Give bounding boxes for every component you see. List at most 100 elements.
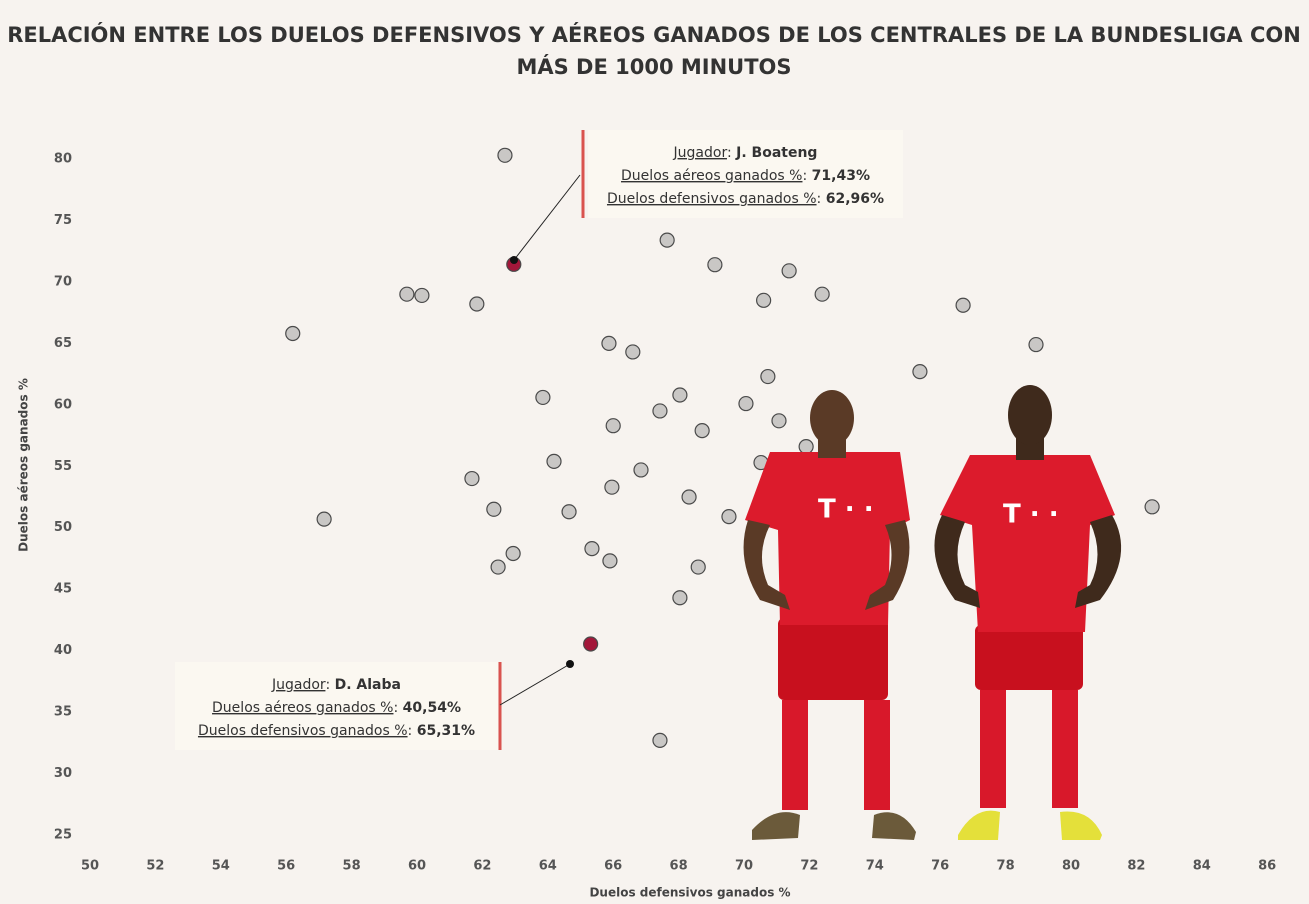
tooltip-line: Duelos defensivos ganados %: 65,31% [198,723,475,739]
x-tick-label: 60 [408,859,426,874]
tooltip-label: Duelos defensivos ganados % [198,723,408,739]
data-point [625,344,641,360]
data-point [1144,499,1160,515]
y-tick-label: 25 [54,828,72,843]
data-point [490,559,506,575]
tooltip-value: D. Alaba [335,677,401,693]
data-point [546,453,562,469]
data-point [399,286,415,302]
data-point [604,479,620,495]
y-tick-label: 50 [54,520,72,535]
data-point [721,509,737,525]
leader-dot [510,256,518,264]
data-point [814,286,830,302]
data-point [316,511,332,527]
x-tick-label: 80 [1062,859,1080,874]
x-tick-label: 58 [343,859,361,874]
data-point [469,296,485,312]
tooltip-label: Jugador [673,145,728,161]
x-tick-label: 68 [670,859,688,874]
tooltip-sep: : [408,723,417,739]
x-tick-label: 84 [1193,859,1211,874]
data-point [955,297,971,313]
x-tick-label: 62 [473,859,491,874]
leader-line [513,174,581,261]
data-point [584,541,600,557]
tooltip-value: 65,31% [417,723,475,739]
logo: T · · [818,495,874,525]
data-point [535,389,551,406]
data-point [633,462,649,478]
data-point [505,545,521,562]
y-tick-label: 40 [54,643,72,658]
data-point [605,418,621,434]
tooltip-line: Duelos aéreos ganados %: 71,43% [621,168,870,184]
x-tick-label: 70 [735,859,753,874]
chart-title: RELACIÓN ENTRE LOS DUELOS DEFENSIVOS Y A… [7,22,1301,79]
tooltip-sep: : [817,191,826,207]
x-tick-label: 64 [539,859,557,874]
x-tick-label: 54 [212,859,230,874]
x-tick-label: 86 [1258,859,1276,874]
tooltip-line: Jugador: D. Alaba [271,677,401,693]
x-tick-label: 56 [277,859,295,874]
y-tick-label: 55 [54,459,72,474]
data-point [672,590,688,606]
tooltip-sep: : [802,168,811,184]
logo: T · · [1003,500,1059,530]
leader-line [499,663,571,706]
tooltip-line: Duelos aéreos ganados %: 40,54% [212,700,461,716]
data-point [497,147,513,163]
y-tick-label: 80 [54,151,72,166]
data-point [1028,336,1044,353]
x-tick-label: 66 [604,859,622,874]
data-point [738,395,754,412]
data-point [602,553,618,569]
tooltip-line: Jugador: J. Boateng [673,145,818,161]
player-figure: T · · [934,385,1122,840]
data-point [652,403,668,419]
data-point [652,732,668,748]
data-point [912,364,928,380]
x-tick-label: 76 [931,859,949,874]
data-point [601,335,617,351]
tooltip: Jugador: D. Alaba Duelos aéreos ganados %… [175,660,574,750]
data-point [659,232,675,248]
tooltip-value: 40,54% [403,700,461,716]
player-images: T · · T · · [743,385,1122,840]
y-tick-label: 70 [54,274,72,289]
y-tick-label: 45 [54,582,72,597]
y-tick-label: 30 [54,766,72,781]
tooltip-value: 71,43% [812,168,870,184]
title-line: RELACIÓN ENTRE LOS DUELOS DEFENSIVOS Y A… [7,22,1301,47]
tooltip-label: Duelos defensivos ganados % [607,191,817,207]
y-tick-label: 75 [54,213,72,228]
data-point [561,504,577,520]
data-point [672,387,688,403]
title-line: MÁS DE 1000 MINUTOS [516,54,791,79]
x-tick-label: 52 [146,859,164,874]
tooltip-box [588,130,903,218]
tooltip-value: J. Boateng [735,145,817,161]
y-tick-label: 60 [54,397,72,412]
data-point [583,636,599,652]
data-point [771,413,787,429]
data-point [486,501,502,517]
data-point [414,287,430,304]
player-figure: T · · [743,390,916,840]
tooltip-box [175,662,498,750]
data-point [694,423,710,439]
tooltip-sep: : [393,700,402,716]
x-tick-label: 74 [866,859,884,874]
data-point [681,489,697,505]
x-tick-label: 72 [800,859,818,874]
data-point [707,257,723,273]
data-point [464,470,480,487]
tooltip-label: Duelos aéreos ganados % [621,168,802,184]
tooltip-value: 62,96% [826,191,884,207]
data-point [760,368,776,385]
data-point [756,292,772,308]
tooltip-line: Duelos defensivos ganados %: 62,96% [607,191,884,207]
tooltip-sep: : [325,677,334,693]
